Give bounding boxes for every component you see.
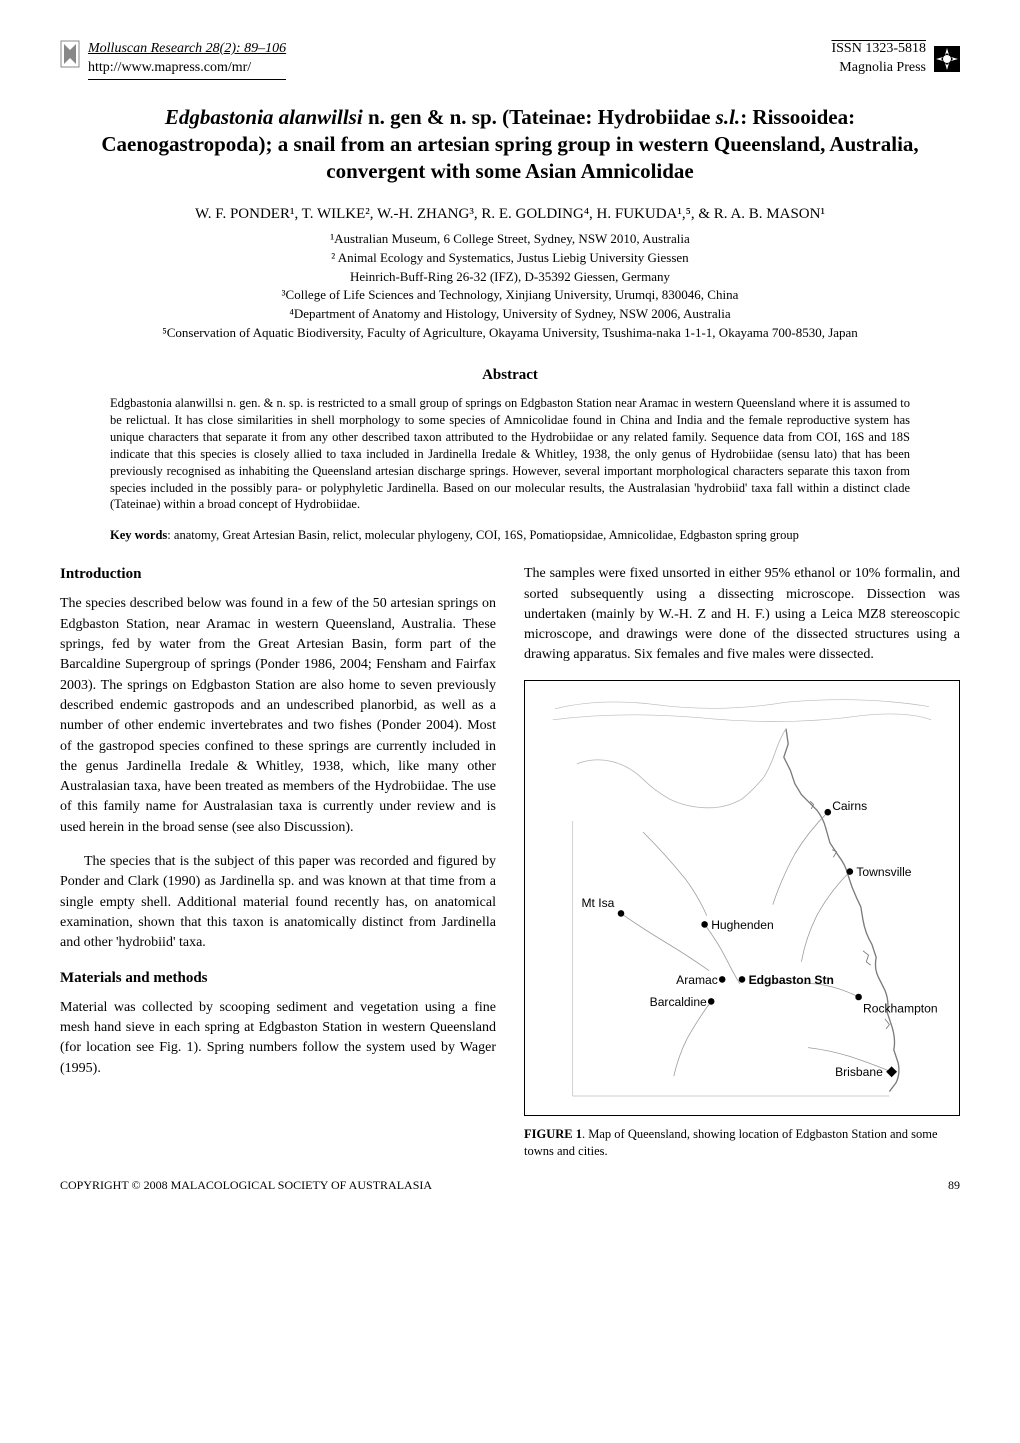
title-part1: n. gen & n. sp. (Tateinae: Hydrobiidae: [363, 105, 716, 129]
page-header: Molluscan Research 28(2): 89–106 http://…: [60, 40, 960, 80]
edgbaston-label: Edgbaston Stn: [749, 973, 834, 987]
city-dot-hughenden: [701, 921, 708, 928]
affiliation-2b: Heinrich-Buff-Ring 26-32 (IFZ), D-35392 …: [60, 268, 960, 287]
abstract-heading: Abstract: [60, 365, 960, 385]
figure-1-label: FIGURE 1: [524, 1127, 582, 1141]
city-label-barcaldine: Barcaldine: [650, 995, 707, 1009]
article-title: Edgbastonia alanwillsi n. gen & n. sp. (…: [100, 104, 920, 186]
affiliation-3: ³College of Life Sciences and Technology…: [60, 286, 960, 305]
journal-citation: Molluscan Research 28(2): 89–106: [88, 40, 286, 59]
figure-1-caption-text: . Map of Queensland, showing location of…: [524, 1127, 938, 1158]
city-dot-aramac: [719, 976, 726, 983]
intro-paragraph-1: The species described below was found in…: [60, 594, 496, 838]
figure-1-map: Cairns Townsville Mt Isa Hughenden Aramac Bar…: [533, 689, 951, 1107]
city-dot-townsville: [847, 868, 854, 875]
city-label-townsville: Townsville: [856, 865, 911, 879]
city-dot-barcaldine: [708, 998, 715, 1005]
methods-paragraph-1: Material was collected by scooping sedim…: [60, 998, 496, 1079]
brisbane-marker: [886, 1066, 897, 1077]
methods-heading: Materials and methods: [60, 968, 496, 988]
figure-1: Cairns Townsville Mt Isa Hughenden Aramac Bar…: [524, 680, 960, 1116]
press-logo-icon: [934, 46, 960, 72]
coastline-path: [784, 728, 899, 1091]
keywords-text: : anatomy, Great Artesian Basin, relict,…: [167, 528, 799, 542]
copyright-line: COPYRIGHT © 2008 MALACOLOGICAL SOCIETY O…: [60, 1177, 432, 1193]
page-footer: COPYRIGHT © 2008 MALACOLOGICAL SOCIETY O…: [60, 1177, 960, 1193]
header-left: Molluscan Research 28(2): 89–106 http://…: [60, 40, 286, 80]
left-column: Introduction The species described below…: [60, 564, 496, 1159]
right-paragraph-1: The samples were fixed unsorted in eithe…: [524, 564, 960, 665]
header-right: ISSN 1323-5818 Magnolia Press: [831, 40, 960, 78]
abstract-body: Edgbastonia alanwillsi n. gen. & n. sp. …: [110, 395, 910, 513]
introduction-heading: Introduction: [60, 564, 496, 584]
publisher-name: Magnolia Press: [831, 59, 926, 78]
page-number: 89: [948, 1177, 960, 1193]
figure-1-caption: FIGURE 1. Map of Queensland, showing loc…: [524, 1126, 960, 1160]
body-columns: Introduction The species described below…: [60, 564, 960, 1159]
city-label-rockhampton: Rockhampton: [863, 1001, 938, 1015]
affiliations: ¹Australian Museum, 6 College Street, Sy…: [60, 230, 960, 343]
keywords-label: Key words: [110, 528, 167, 542]
issn: ISSN 1323-5818: [831, 40, 926, 59]
affiliation-1: ¹Australian Museum, 6 College Street, Sy…: [60, 230, 960, 249]
city-dot-rockhampton: [855, 993, 862, 1000]
keywords: Key words: anatomy, Great Artesian Basin…: [110, 527, 910, 544]
intro-paragraph-2: The species that is the subject of this …: [60, 852, 496, 953]
title-sl: s.l.: [716, 105, 741, 129]
city-label-hughenden: Hughenden: [711, 918, 774, 932]
city-dot-cairns: [825, 809, 832, 816]
journal-block: Molluscan Research 28(2): 89–106 http://…: [88, 40, 286, 80]
author-list: W. F. PONDER¹, T. WILKE², W.-H. ZHANG³, …: [60, 204, 960, 224]
affiliation-5: ⁵Conservation of Aquatic Biodiversity, F…: [60, 324, 960, 343]
ribbon-icon: [60, 40, 80, 68]
issn-block: ISSN 1323-5818 Magnolia Press: [831, 40, 926, 78]
affiliation-2: ² Animal Ecology and Systematics, Justus…: [60, 249, 960, 268]
city-label-brisbane: Brisbane: [835, 1065, 883, 1079]
city-dot-mt-isa: [618, 910, 625, 917]
right-column: The samples were fixed unsorted in eithe…: [524, 564, 960, 1159]
city-label-cairns: Cairns: [832, 799, 867, 813]
journal-url: http://www.mapress.com/mr/: [88, 59, 286, 78]
affiliation-4: ⁴Department of Anatomy and Histology, Un…: [60, 305, 960, 324]
city-label-aramac: Aramac: [676, 973, 718, 987]
title-species: Edgbastonia alanwillsi: [165, 105, 363, 129]
gulf-outline: [577, 728, 786, 807]
city-label-mt-isa: Mt Isa: [581, 896, 614, 910]
edgbaston-dot: [739, 976, 746, 983]
